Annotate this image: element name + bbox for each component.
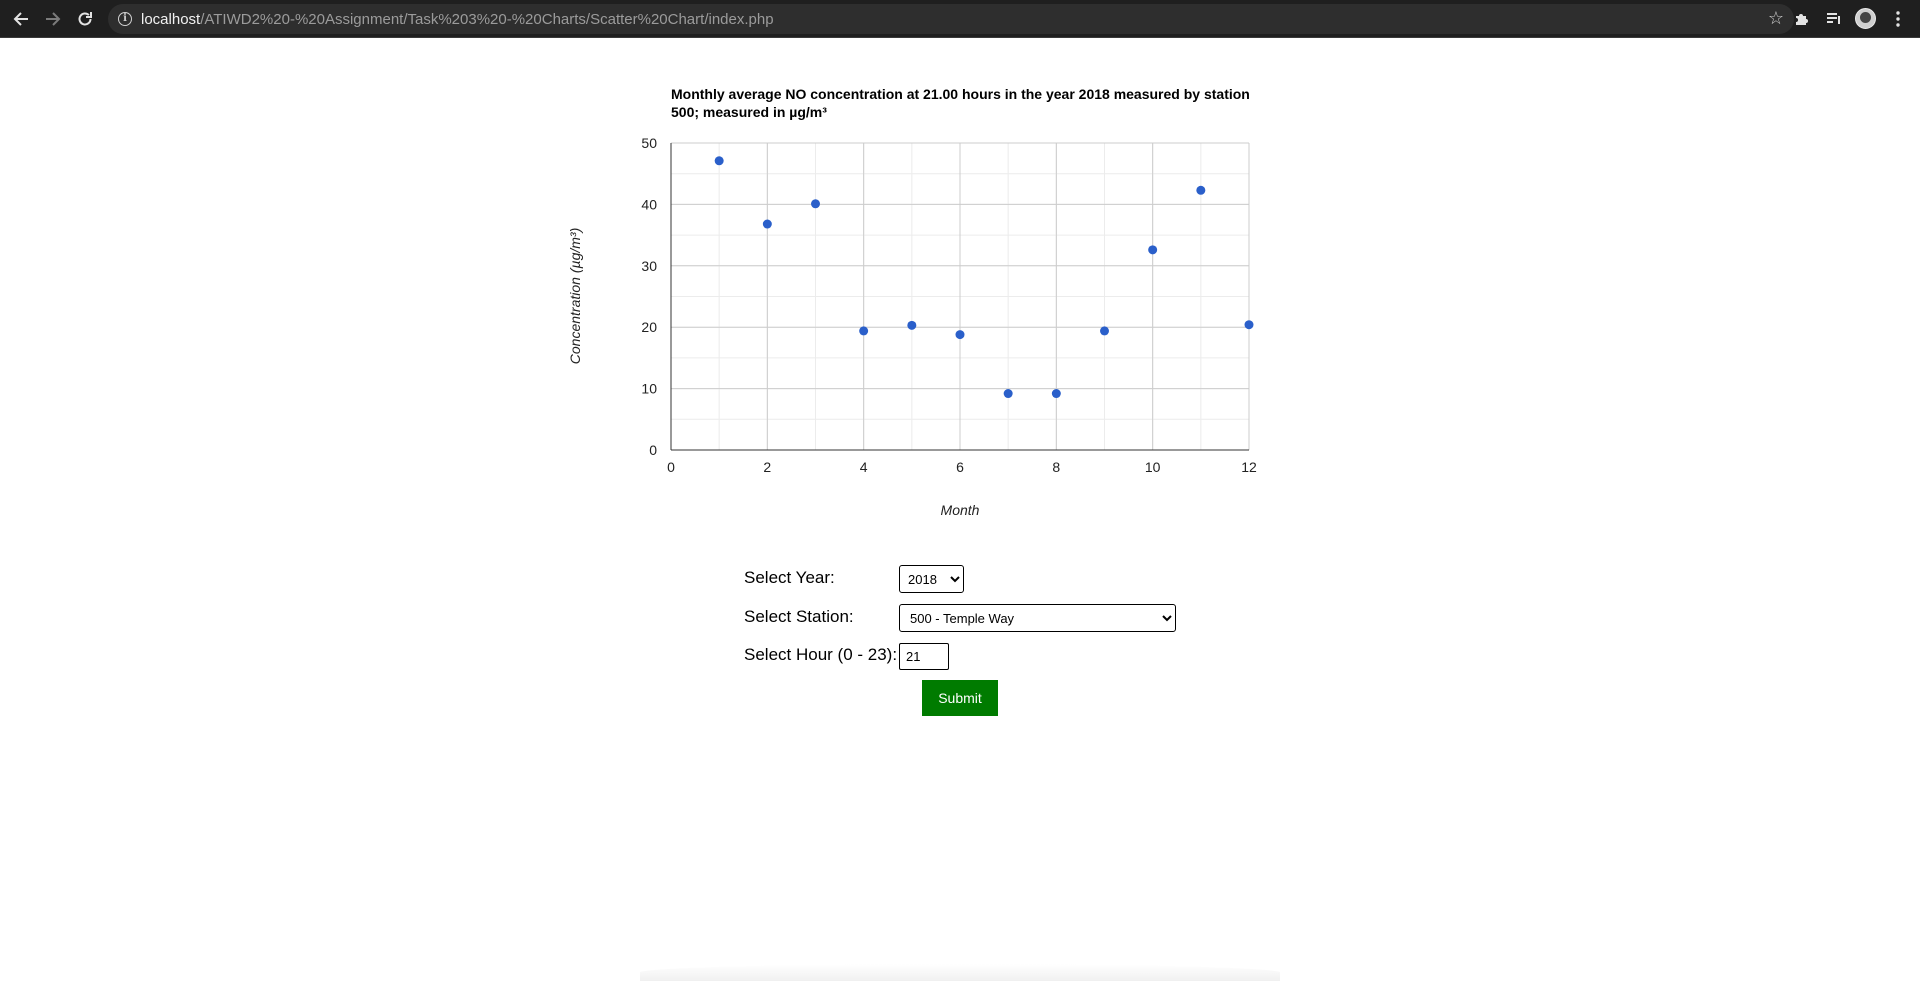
y-tick-label: 40 — [641, 196, 657, 212]
hour-input[interactable] — [899, 643, 949, 670]
submit-button[interactable]: Submit — [922, 680, 998, 716]
reload-icon[interactable] — [72, 7, 98, 31]
scatter-chart: Monthly average NO concentration at 21.0… — [567, 86, 1257, 518]
year-label: Select Year: — [744, 568, 835, 587]
data-point — [714, 156, 724, 166]
x-tick-label: 6 — [956, 459, 964, 475]
x-axis-title: Month — [941, 502, 980, 518]
y-axis-title: Concentration (µg/m³) — [567, 228, 583, 364]
data-point — [955, 330, 965, 340]
url-text[interactable]: localhost/ATIWD2%20-%20Assignment/Task%2… — [141, 11, 774, 28]
back-arrow-icon[interactable] — [8, 7, 34, 31]
url-path: /ATIWD2%20-%20Assignment/Task%203%20-%20… — [200, 11, 774, 28]
hour-label: Select Hour (0 - 23): — [744, 645, 898, 664]
x-tick-label: 4 — [860, 459, 868, 475]
y-tick-label: 30 — [641, 258, 657, 274]
bottom-shadow — [640, 964, 1280, 981]
data-point — [859, 326, 869, 336]
browser-toolbar: i localhost/ATIWD2%20-%20Assignment/Task… — [0, 0, 1920, 38]
forward-arrow-icon[interactable] — [40, 7, 66, 31]
data-point — [1196, 185, 1206, 195]
bookmark-star-icon[interactable]: ☆ — [1767, 8, 1784, 28]
url-host: localhost — [141, 11, 201, 28]
extensions-puzzle-icon[interactable] — [1790, 7, 1814, 31]
address-bar[interactable]: i localhost/ATIWD2%20-%20Assignment/Task… — [108, 4, 1794, 34]
data-point — [1051, 389, 1061, 399]
data-point — [1003, 389, 1013, 399]
station-label: Select Station: — [744, 607, 854, 626]
data-point — [1100, 326, 1109, 336]
reading-list-icon[interactable] — [1822, 7, 1846, 31]
y-tick-label: 10 — [641, 381, 657, 397]
menu-kebab-icon[interactable] — [1887, 7, 1909, 31]
x-tick-label: 10 — [1145, 459, 1161, 475]
x-tick-label: 12 — [1241, 459, 1257, 475]
chart-title-line-2: 500; measured in µg/m³ — [671, 104, 827, 120]
chart-title-line-1: Monthly average NO concentration at 21.0… — [671, 86, 1250, 102]
x-tick-label: 2 — [763, 459, 771, 475]
data-point — [1148, 245, 1158, 255]
data-point — [811, 199, 820, 209]
chart-axes: 0 2 4 6 8 10 12 0 10 20 30 40 50 — [641, 135, 1257, 475]
profile-avatar-icon[interactable] — [1855, 8, 1876, 29]
chart-grid — [670, 142, 1250, 451]
x-tick-label: 8 — [1052, 459, 1060, 475]
y-tick-label: 0 — [649, 442, 657, 458]
y-tick-label: 20 — [641, 319, 657, 335]
x-tick-label: 0 — [667, 459, 675, 475]
data-point — [762, 219, 772, 229]
info-icon[interactable]: i — [118, 12, 132, 26]
chart-points — [714, 156, 1254, 399]
year-select[interactable]: 2018 — [899, 565, 964, 593]
y-tick-label: 50 — [641, 135, 657, 151]
data-point — [907, 320, 917, 330]
station-select[interactable]: 500 - Temple Way — [899, 604, 1176, 632]
data-point — [1244, 320, 1254, 330]
